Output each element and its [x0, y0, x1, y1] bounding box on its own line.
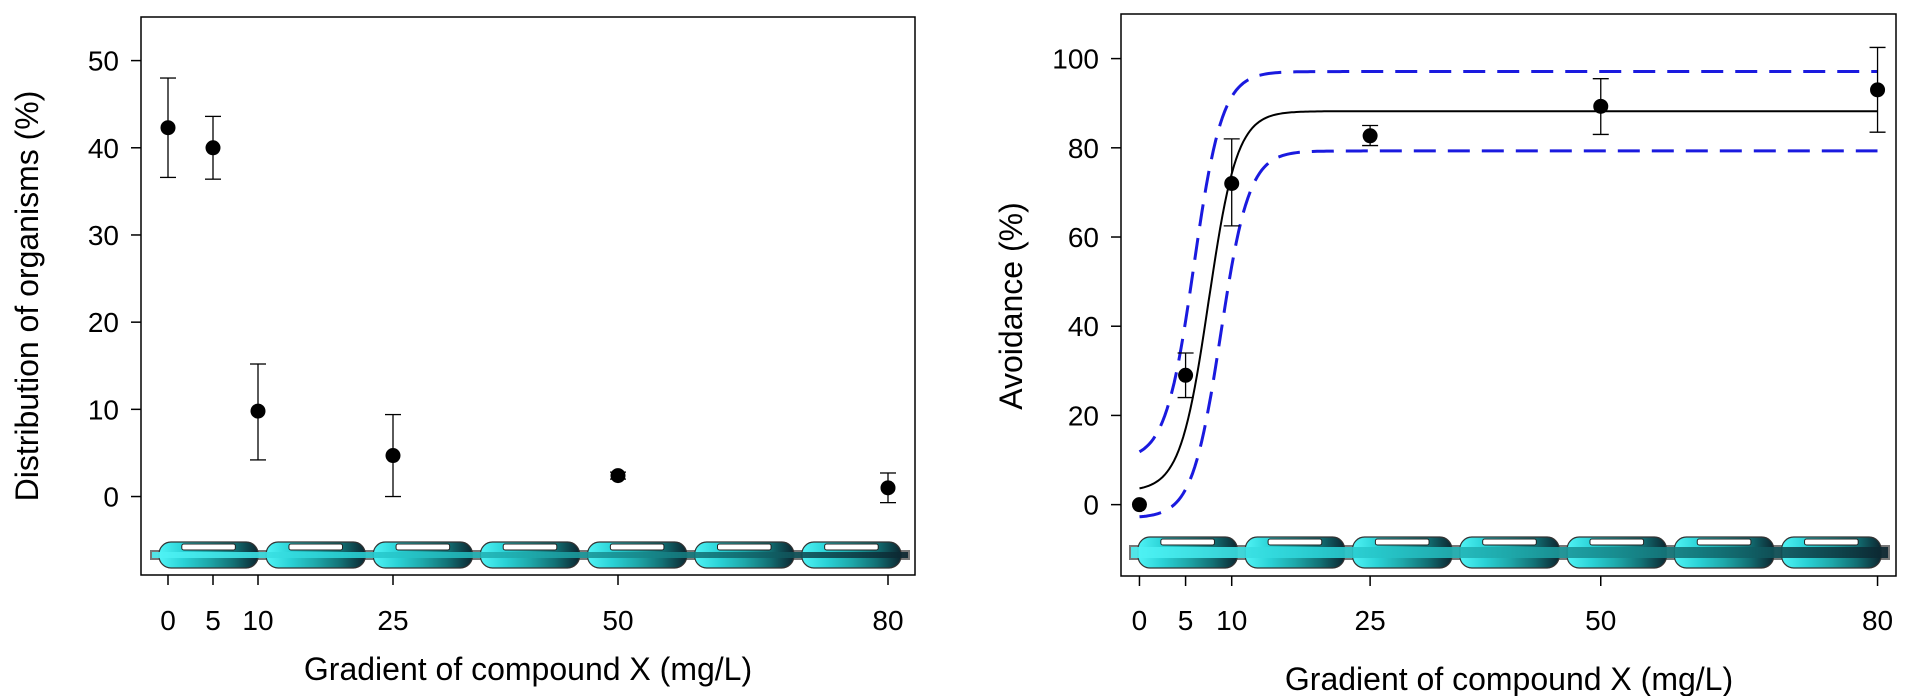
left-chamber-strip [150, 541, 910, 569]
left-x-tick-label: 0 [160, 605, 176, 636]
right-data-point [1131, 497, 1147, 513]
right-data-point [1362, 128, 1378, 144]
right-fit-lines [1138, 70, 1878, 519]
left-y-tick-label: 10 [88, 394, 119, 425]
left-data-point [205, 140, 221, 156]
right-band-lower [1139, 149, 1878, 519]
left-data-point [250, 403, 266, 419]
right-data-point [1178, 367, 1194, 383]
left-strip-port [824, 543, 879, 551]
left-data-point [385, 448, 401, 464]
left-data-point [610, 468, 626, 484]
left-x-tick-label: 50 [602, 605, 633, 636]
left-y-tick-label: 0 [103, 482, 119, 513]
right-strip-port [1589, 538, 1645, 546]
left-y-tick-label: 40 [88, 133, 119, 164]
left-data-point [880, 480, 896, 496]
left-strip-port [502, 543, 558, 551]
right-y-tick-label: 60 [1068, 222, 1099, 253]
right-band-upper [1138, 70, 1878, 454]
left-y-tick-label: 30 [88, 220, 119, 251]
right-x-tick-label: 0 [1132, 605, 1148, 636]
left-y-axis: 0 10 20 30 40 50 [88, 46, 141, 513]
right-y-tick-label: 40 [1068, 311, 1099, 342]
left-y-axis-title: Distribution of organisms (%) [9, 91, 45, 502]
right-x-tick-label: 5 [1178, 605, 1194, 636]
right-strip-port [1696, 538, 1752, 546]
right-plot-frame [1120, 13, 1897, 577]
right-strip-connector [1131, 547, 1888, 558]
left-x-tick-label: 5 [205, 605, 221, 636]
left-points [160, 120, 896, 496]
right-x-axis-title: Gradient of compound X (mg/L) [1285, 661, 1733, 696]
left-error-bars [160, 77, 896, 504]
left-strip-port [288, 543, 343, 551]
right-fit-curve [1139, 110, 1878, 490]
left-x-tick-label: 25 [377, 605, 408, 636]
left-plot-frame [140, 16, 916, 576]
right-strip-port [1374, 538, 1430, 546]
right-x-tick-label: 50 [1585, 605, 1616, 636]
left-x-axis: 0 5 10 25 50 80 [160, 575, 904, 636]
left-x-axis-title: Gradient of compound X (mg/L) [304, 651, 752, 687]
right-y-axis-title: Avoidance (%) [993, 202, 1029, 410]
right-strip-port [1267, 538, 1323, 546]
right-y-tick-label: 0 [1083, 490, 1099, 521]
left-data-point [160, 120, 176, 136]
right-chamber-strip [1129, 536, 1890, 569]
left-strip-port [395, 543, 451, 551]
right-y-tick-label: 20 [1068, 400, 1099, 431]
left-strip-port [181, 543, 236, 551]
right-data-point [1593, 98, 1609, 114]
right-points [1131, 82, 1886, 513]
right-data-point [1224, 175, 1240, 191]
left-strip-port [717, 543, 772, 551]
right-x-tick-label: 80 [1862, 605, 1893, 636]
right-x-tick-label: 10 [1216, 605, 1247, 636]
left-strip-port [609, 543, 665, 551]
right-y-axis: 0 20 40 60 80 100 [1052, 44, 1121, 521]
left-y-tick-label: 20 [88, 307, 119, 338]
right-strip-port [1160, 538, 1215, 546]
right-y-tick-label: 100 [1052, 44, 1099, 75]
right-strip-port [1804, 538, 1859, 546]
left-strip-connector [152, 552, 908, 558]
right-x-tick-label: 25 [1355, 605, 1386, 636]
right-error-bars [1177, 46, 1886, 399]
right-strip-port [1482, 538, 1537, 546]
right-y-tick-label: 80 [1068, 133, 1099, 164]
right-data-point [1870, 82, 1886, 98]
left-y-tick-label: 50 [88, 46, 119, 77]
right-x-axis: 0 5 10 25 50 80 [1132, 576, 1893, 636]
left-x-tick-label: 10 [242, 605, 273, 636]
left-x-tick-label: 80 [872, 605, 903, 636]
